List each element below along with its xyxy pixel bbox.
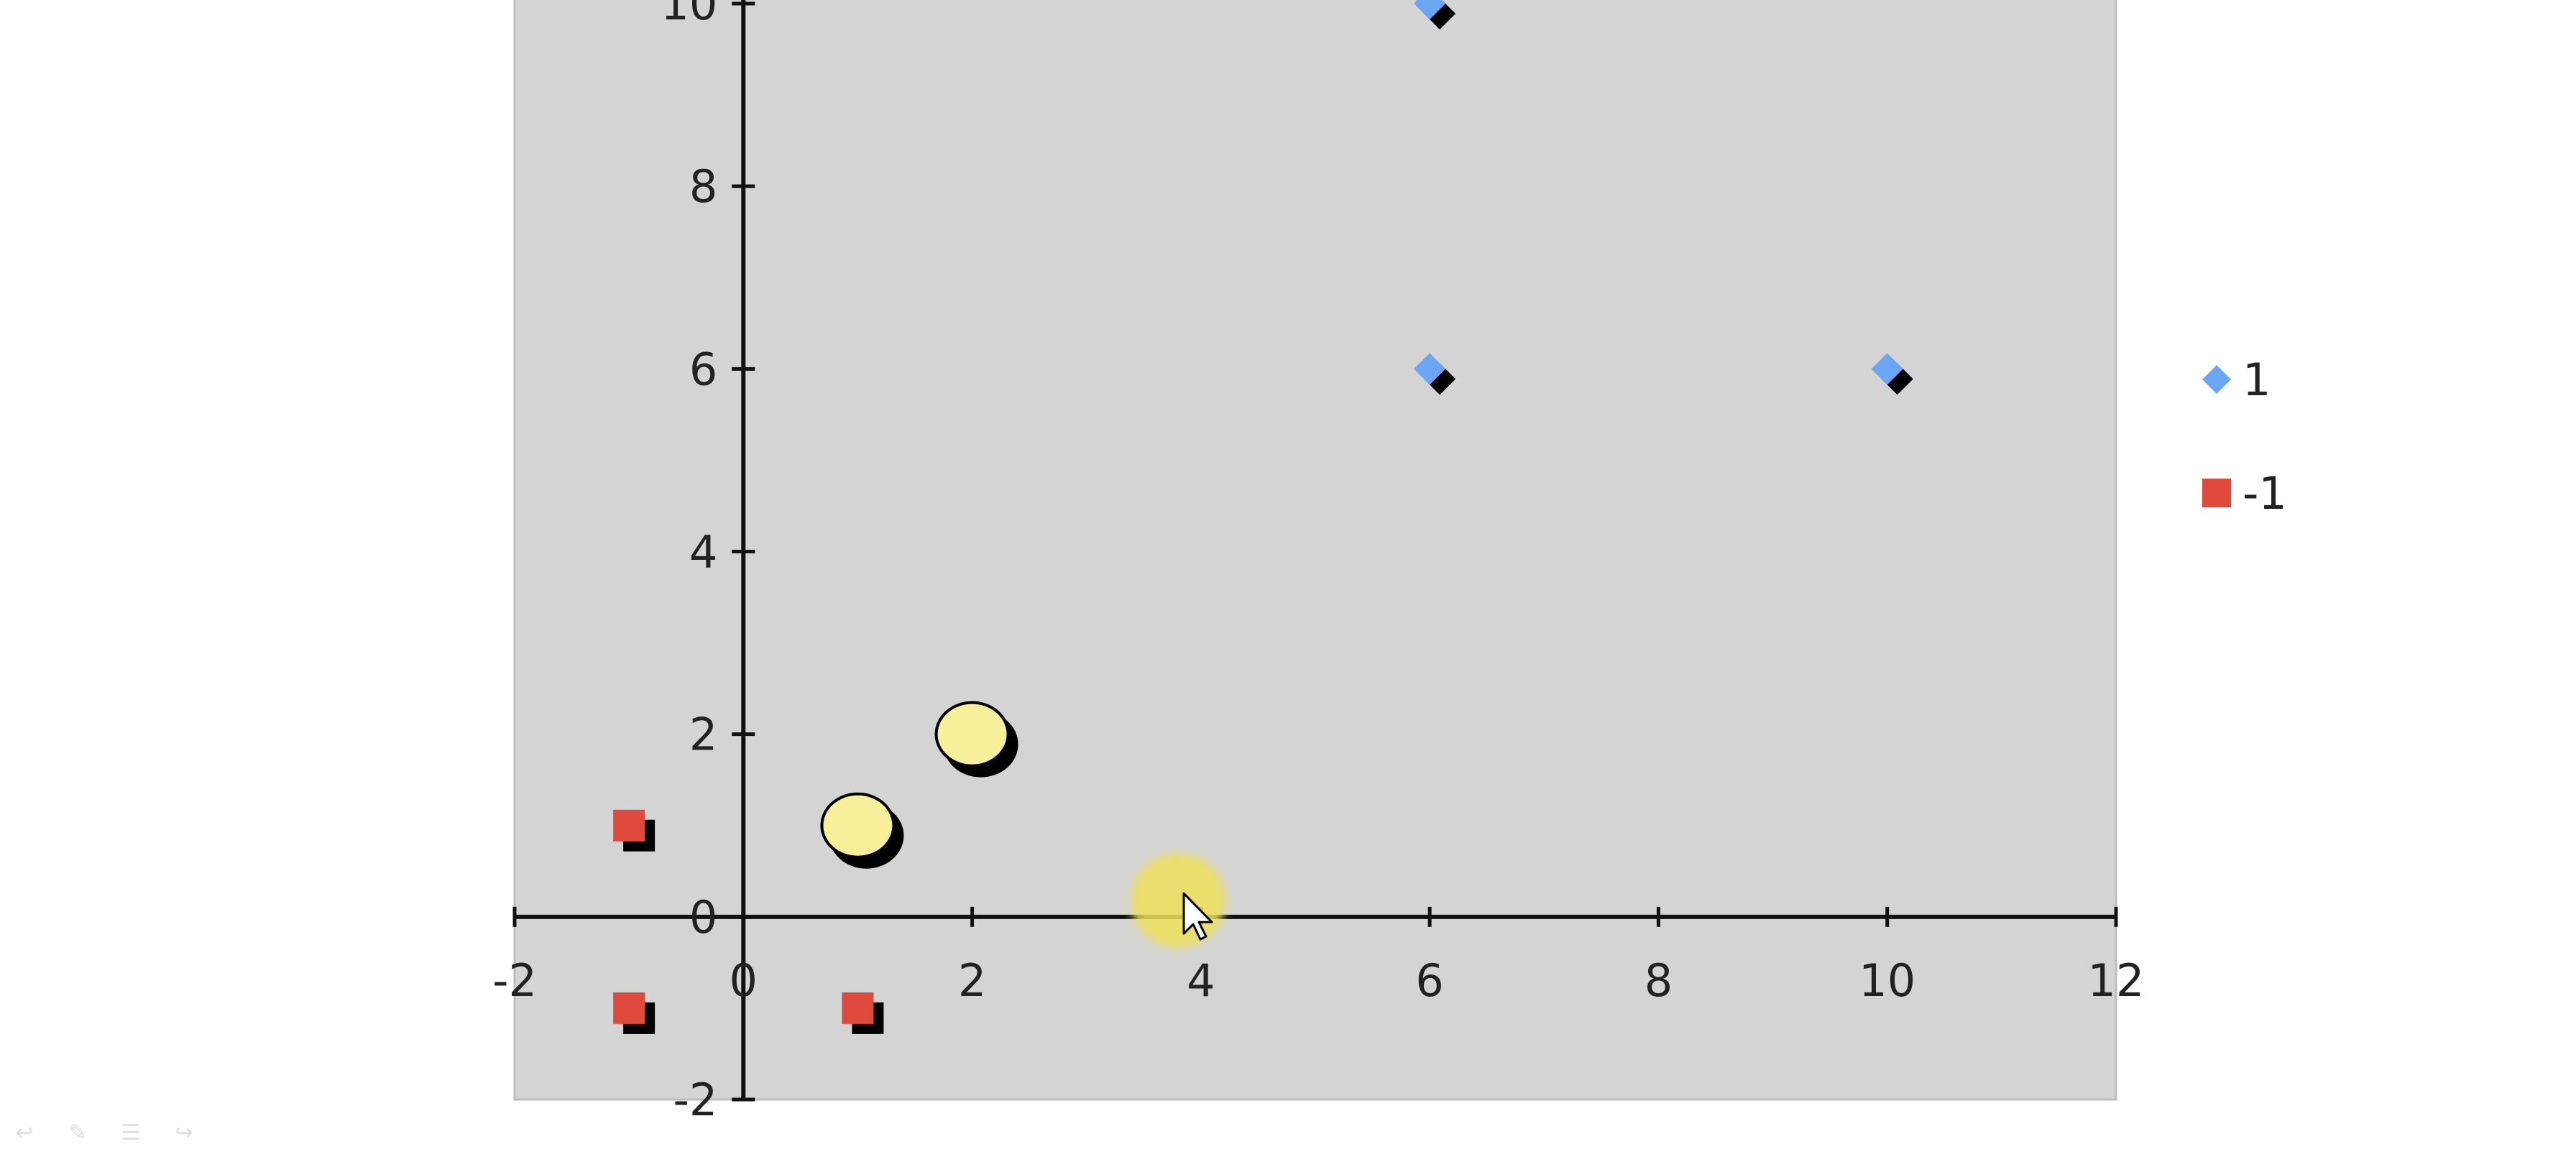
highlighted-points bbox=[820, 701, 1018, 869]
legend: 1 -1 bbox=[2202, 354, 2287, 520]
square-marker bbox=[613, 992, 656, 1034]
x-tick-label: 0 bbox=[730, 954, 758, 1007]
square-marker bbox=[613, 809, 656, 852]
y-tick-labels: -2 0 2 4 6 8 10 bbox=[661, 0, 717, 1126]
x-tick-label: 2 bbox=[958, 954, 986, 1007]
menu-icon[interactable]: ☰ bbox=[121, 1120, 141, 1146]
slide-controls: ↩ ✎ ☰ ↪ bbox=[10, 1121, 198, 1146]
cursor-highlight bbox=[1131, 853, 1226, 949]
legend-label: -1 bbox=[2242, 467, 2287, 520]
pen-icon[interactable]: ✎ bbox=[68, 1120, 87, 1146]
x-tick-label: 10 bbox=[1859, 954, 1915, 1007]
y-tick-label: -2 bbox=[673, 1074, 717, 1126]
highlighted-point bbox=[934, 701, 1018, 778]
diamond-marker bbox=[1414, 0, 1456, 29]
previous-slide-icon[interactable]: ↩ bbox=[15, 1120, 34, 1146]
square-marker bbox=[842, 992, 884, 1034]
legend-label: 1 bbox=[2242, 354, 2271, 406]
y-tick-label: 0 bbox=[689, 891, 717, 944]
legend-square-icon bbox=[2202, 479, 2231, 507]
legend-entry: -1 bbox=[2202, 467, 2287, 520]
x-tick-label: 4 bbox=[1187, 954, 1215, 1007]
series-points bbox=[613, 0, 1913, 1034]
legend-diamond-icon bbox=[2202, 365, 2231, 394]
axes bbox=[512, 0, 2118, 1102]
next-slide-icon[interactable]: ↪ bbox=[175, 1120, 193, 1146]
x-tick-labels: -2 0 2 4 6 8 10 12 bbox=[492, 954, 2144, 1007]
cursor-arrow-icon bbox=[1182, 892, 1213, 941]
diamond-marker bbox=[1871, 353, 1913, 395]
legend-entry: 1 bbox=[2202, 354, 2271, 406]
y-tick-label: 2 bbox=[689, 709, 717, 761]
x-tick-label: 12 bbox=[2088, 954, 2145, 1007]
x-tick-label: 8 bbox=[1644, 954, 1673, 1007]
y-tick-label: 8 bbox=[689, 160, 717, 213]
x-tick-label: 6 bbox=[1415, 954, 1443, 1007]
y-tick-label: 6 bbox=[689, 343, 717, 395]
diamond-marker bbox=[1414, 353, 1456, 395]
highlighted-point bbox=[820, 792, 904, 869]
y-tick-label: 4 bbox=[689, 526, 717, 578]
x-tick-label: -2 bbox=[492, 954, 537, 1007]
y-tick-label: 10 bbox=[661, 0, 717, 30]
mouse-cursor bbox=[1131, 853, 1226, 949]
